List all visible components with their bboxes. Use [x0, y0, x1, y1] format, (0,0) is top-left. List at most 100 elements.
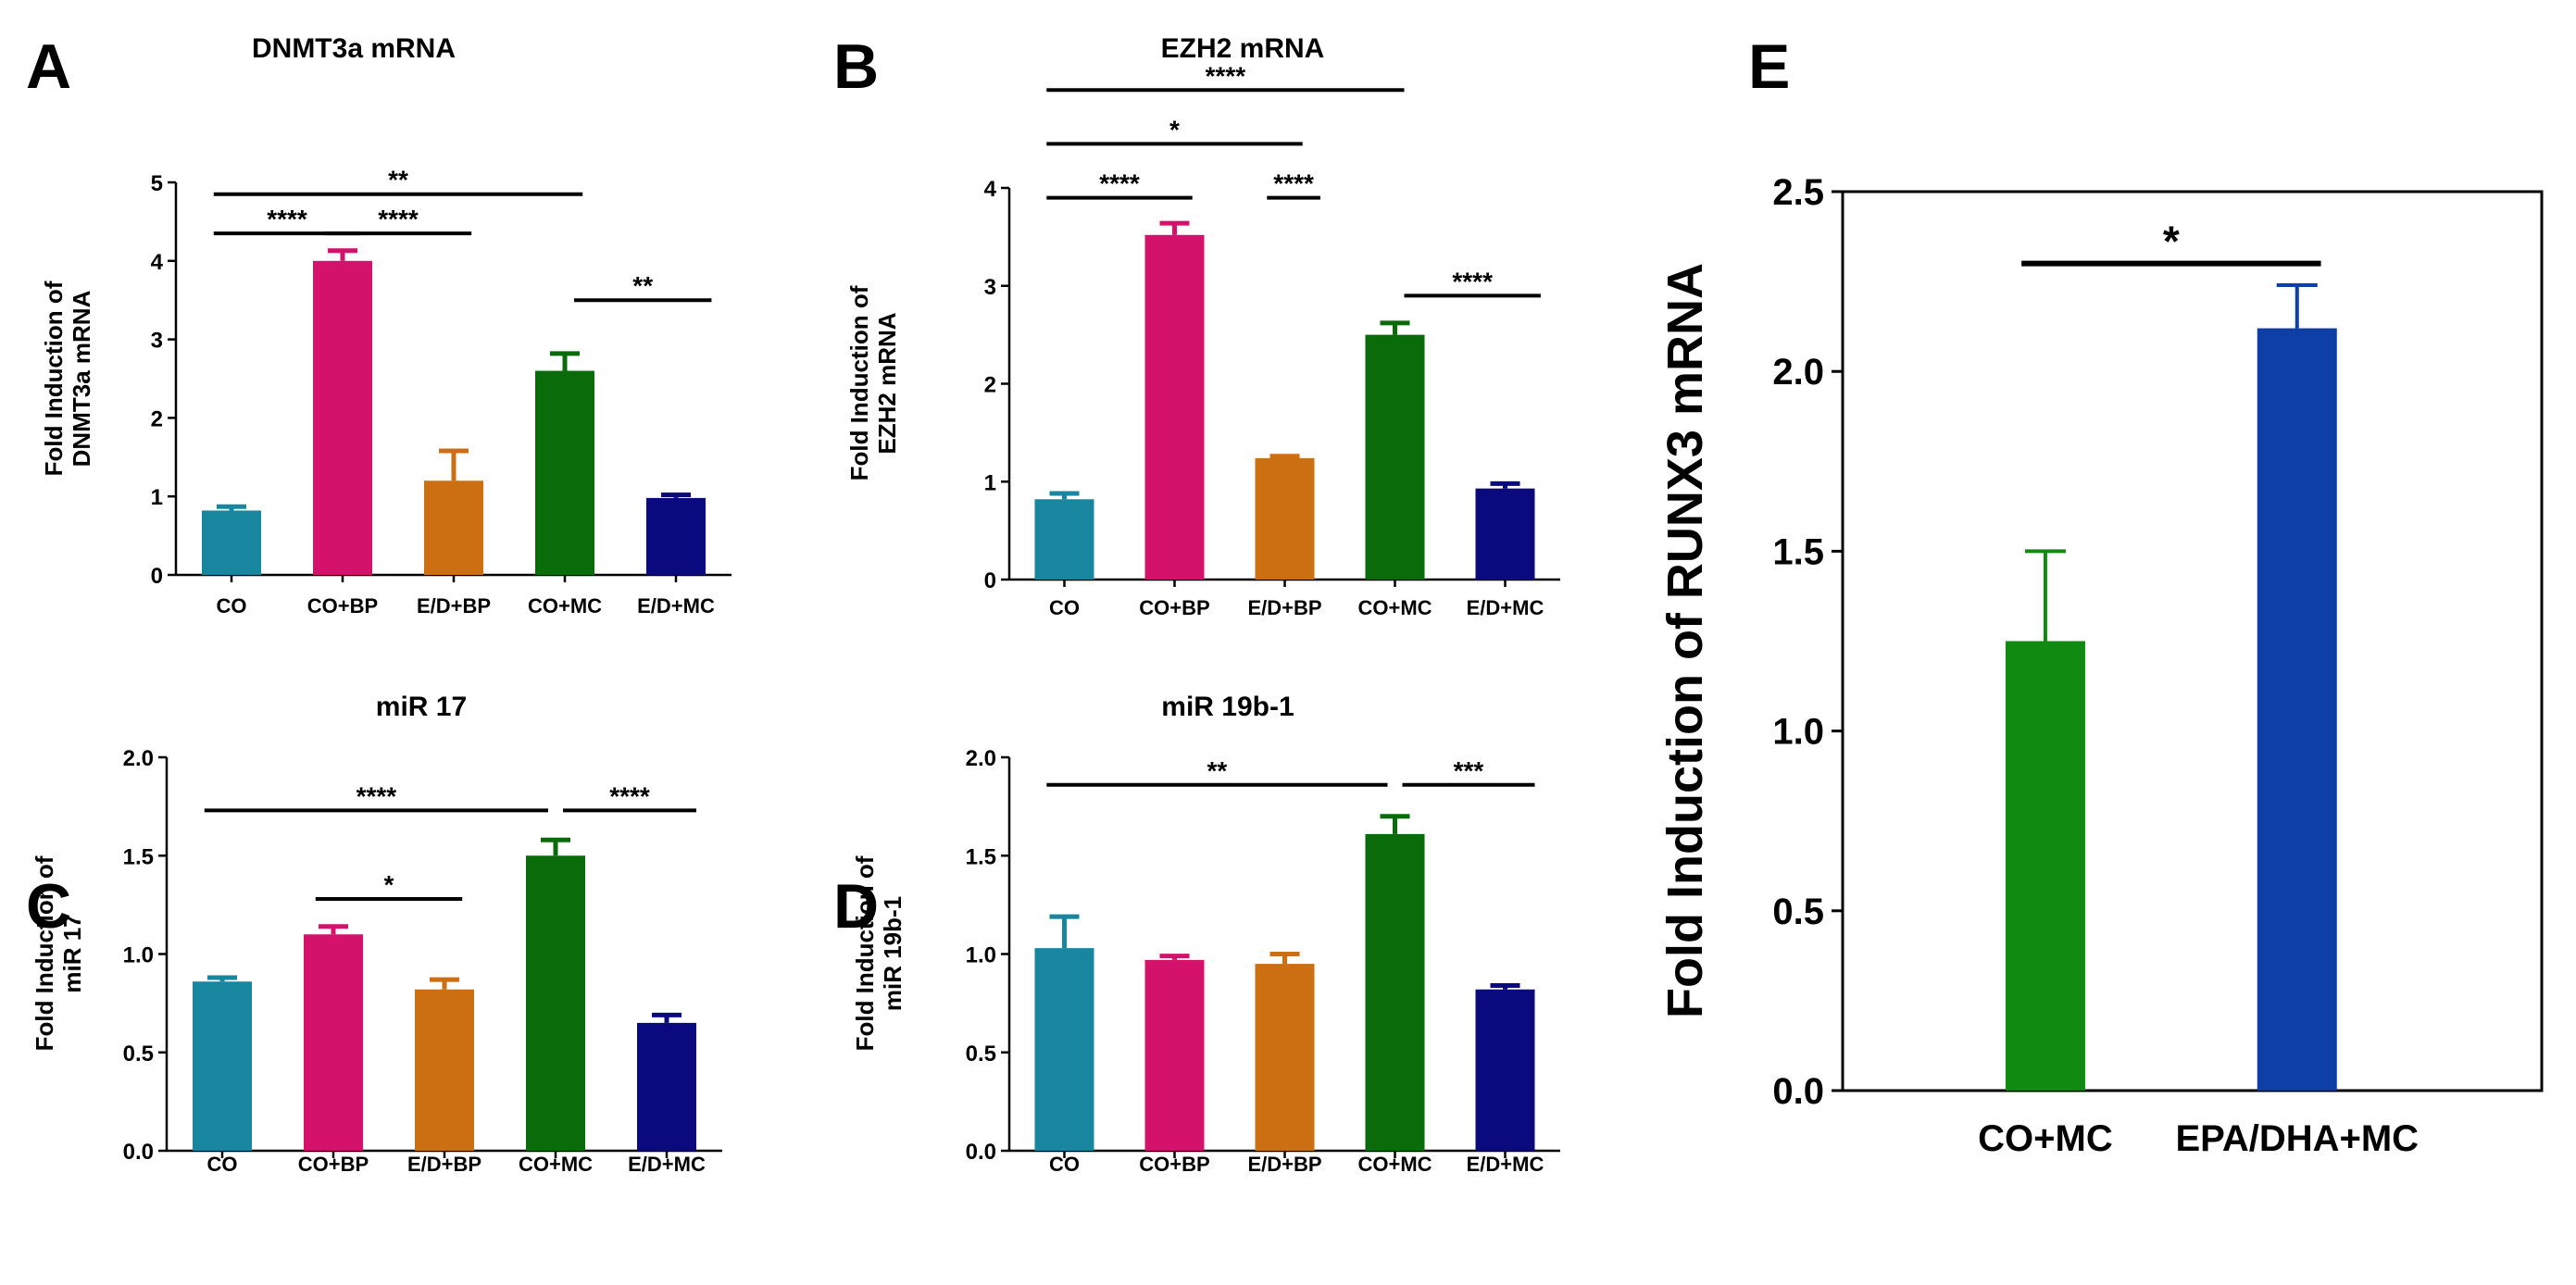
panel-B-bar: [1255, 457, 1315, 580]
panel-D-category-label: E/D+BP: [1247, 1153, 1321, 1176]
panel-D-y-axis-label: Fold Induction of: [851, 855, 879, 1051]
panel-D-y-tick-label: 1.5: [966, 844, 996, 869]
panel-E-y-axis-label: Fold Induction of RUNX3 mRNA: [1657, 263, 1713, 1018]
panel-C-bar: [637, 1022, 696, 1151]
panel-A-category-label: CO+BP: [307, 594, 378, 618]
panel-A-title: DNMT3a mRNA: [252, 33, 456, 64]
panel-A-significance-label: ****: [378, 205, 419, 233]
panel-C-y-axis-label: miR 17: [58, 914, 86, 992]
panel-C-bar: [415, 989, 474, 1151]
panel-B-bar: [1475, 488, 1535, 580]
panel-C-category-label: E/D+MC: [628, 1153, 706, 1176]
panel-D-bar: [1255, 964, 1315, 1151]
panel-A-y-tick-label: 1: [151, 485, 163, 510]
panel-D-bar: [1144, 959, 1205, 1151]
panel-B-significance-label: ****: [1206, 61, 1246, 90]
panel-E-y-tick-label: 2.5: [1772, 172, 1824, 213]
panel-A-letter: A: [26, 31, 71, 102]
panel-A-category-label: CO: [217, 594, 247, 618]
panel-B-y-tick-label: 0: [984, 568, 996, 593]
panel-D-significance-label: ***: [1454, 756, 1484, 785]
panel-B-bar: [1034, 499, 1094, 580]
panel-D-category-label: CO+BP: [1139, 1153, 1209, 1176]
panel-B-y-tick-label: 4: [984, 177, 997, 202]
panel-A-category-label: E/D+BP: [417, 594, 491, 618]
panel-D-category-label: CO+MC: [1357, 1153, 1432, 1176]
panel-E-category-label: EPA/DHA+MC: [2175, 1118, 2419, 1159]
panel-E-bar: [2257, 328, 2337, 1091]
panel-E-y-tick-label: 0.0: [1772, 1071, 1824, 1112]
panel-C-significance-label: *: [384, 870, 394, 899]
panel-E-y-tick-label: 1.5: [1772, 531, 1824, 572]
panel-C-y-tick-label: 0.0: [123, 1140, 154, 1165]
panel-B-significance-label: *: [1169, 115, 1180, 143]
panel-C-y-tick-label: 0.5: [123, 1042, 154, 1067]
panel-C-bar: [193, 981, 252, 1151]
panel-D-y-tick-label: 2.0: [966, 746, 996, 771]
panel-C-y-tick-label: 1.5: [123, 844, 154, 869]
panel-B-significance-label: ****: [1273, 169, 1314, 198]
panel-E-significance-label: *: [2163, 218, 2180, 266]
panel-A-bar: [424, 480, 483, 575]
panel-D-letter: D: [833, 871, 879, 942]
panel-D-significance-label: **: [1207, 756, 1228, 785]
panel-A-y-tick-label: 3: [151, 329, 163, 354]
panel-C-y-axis-label: Fold Induction of: [31, 855, 58, 1051]
panel-A-category-label: E/D+MC: [637, 594, 715, 618]
panel-B-y-tick-label: 2: [984, 373, 996, 398]
panel-A-y-tick-label: 4: [151, 250, 164, 275]
panel-D-y-tick-label: 0.0: [966, 1140, 996, 1165]
panel-B-category-label: E/D+BP: [1247, 596, 1321, 619]
panel-B-bar: [1365, 334, 1425, 580]
panel-C-bar: [304, 934, 363, 1151]
panel-B-y-axis-label: EZH2 mRNA: [873, 312, 901, 454]
panel-D-y-tick-label: 1.0: [966, 943, 996, 968]
panel-D-bar: [1365, 833, 1425, 1151]
panel-B-category-label: CO+BP: [1139, 596, 1209, 619]
panel-A-category-label: CO+MC: [528, 594, 602, 618]
panel-A-significance-label: **: [388, 166, 408, 194]
panel-B-significance-label: ****: [1452, 267, 1493, 295]
panel-A-bar: [646, 497, 706, 575]
panel-D-y-axis-label: miR 19b-1: [879, 896, 907, 1011]
panel-B-title: EZH2 mRNA: [1161, 33, 1325, 64]
panel-B-y-tick-label: 3: [984, 275, 996, 300]
panel-A-bar: [313, 260, 372, 575]
panel-E-y-tick-label: 2.0: [1772, 352, 1824, 393]
panel-B-y-tick-label: 1: [984, 470, 996, 495]
panel-D-bar: [1034, 948, 1094, 1151]
panel-A-bar: [202, 510, 261, 575]
panel-A-y-tick-label: 2: [151, 406, 163, 431]
panel-D-category-label: E/D+MC: [1467, 1153, 1544, 1176]
panel-C-y-tick-label: 2.0: [123, 746, 154, 771]
panel-E-letter: E: [1748, 31, 1790, 102]
panel-C-y-tick-label: 1.0: [123, 943, 154, 968]
panel-B-y-axis-label: Fold Induction of: [845, 285, 873, 480]
panel-D-category-label: CO: [1049, 1153, 1080, 1176]
panel-E-bar: [2005, 641, 2085, 1091]
panel-A-y-tick-label: 5: [151, 171, 163, 196]
panel-A-y-axis-label: DNMT3a mRNA: [68, 290, 95, 467]
panel-C-category-label: E/D+BP: [407, 1153, 481, 1176]
panel-A-bar: [535, 370, 594, 575]
panel-E-y-tick-label: 1.0: [1772, 712, 1824, 753]
panel-C-bar: [526, 855, 585, 1151]
panel-C-category-label: CO+MC: [519, 1153, 593, 1176]
panel-A-y-tick-label: 0: [151, 564, 163, 589]
panel-D-bar: [1475, 989, 1535, 1151]
panel-B-bar: [1144, 234, 1205, 580]
panel-E-plot-frame: [1841, 190, 2544, 1092]
panel-D-y-tick-label: 0.5: [966, 1042, 996, 1067]
panel-B-letter: B: [833, 31, 879, 102]
panel-B-category-label: E/D+MC: [1467, 596, 1544, 619]
panel-C-letter: C: [26, 871, 71, 942]
panel-A-significance-label: **: [632, 271, 653, 300]
panel-A-significance-label: ****: [267, 205, 307, 233]
panel-C-category-label: CO+BP: [298, 1153, 369, 1176]
panel-C-significance-label: ****: [609, 781, 650, 810]
panel-E-category-label: CO+MC: [1978, 1118, 2113, 1159]
panel-A-y-axis-label: Fold Induction of: [40, 281, 68, 476]
panel-C-category-label: CO: [207, 1153, 238, 1176]
panel-B-category-label: CO+MC: [1357, 596, 1432, 619]
